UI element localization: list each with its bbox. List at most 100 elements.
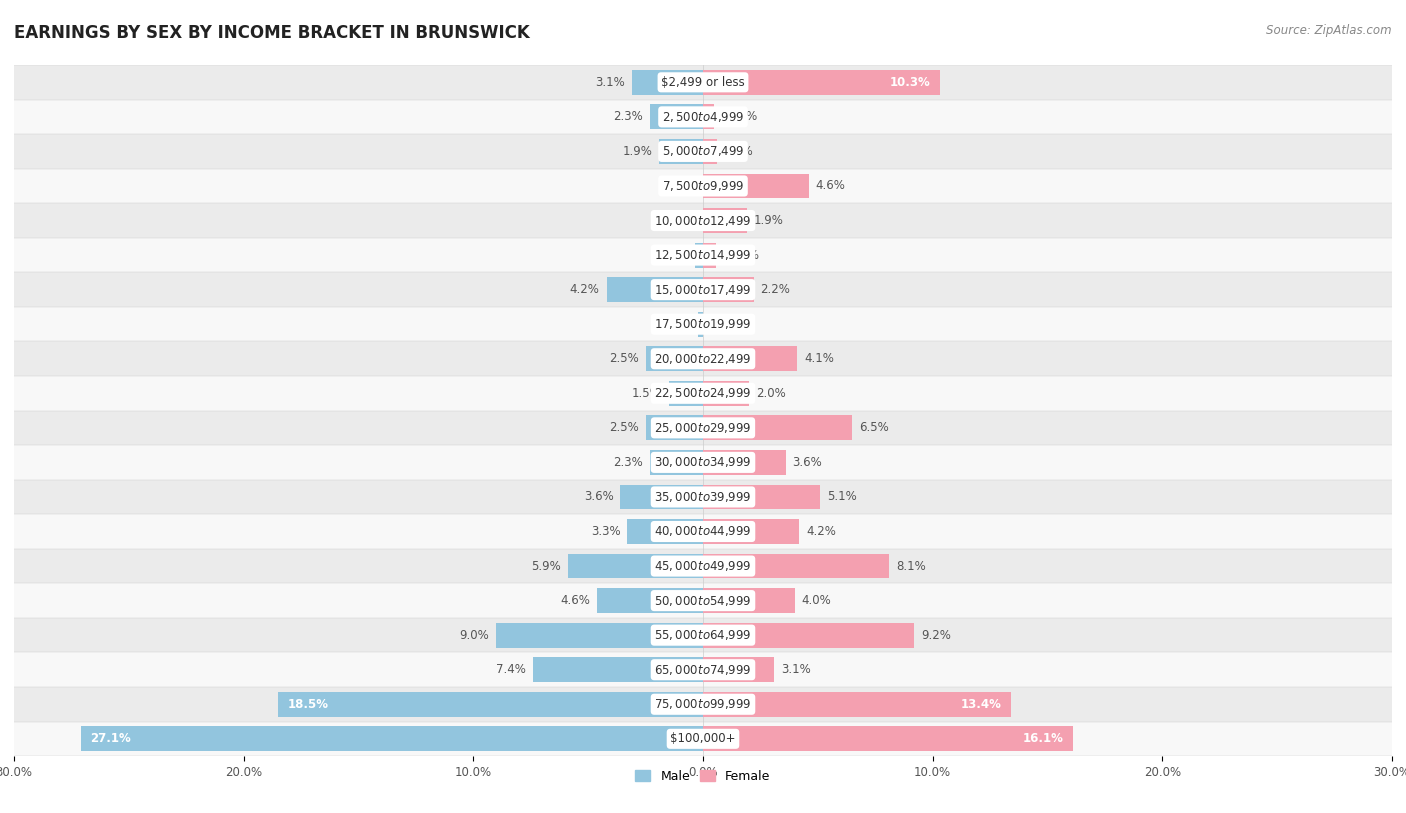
Bar bbox=[14, 307, 1392, 341]
Text: 2.5%: 2.5% bbox=[609, 421, 638, 434]
Bar bbox=[80, 726, 703, 751]
Bar bbox=[645, 415, 703, 441]
Text: $100,000+: $100,000+ bbox=[671, 733, 735, 746]
Bar bbox=[14, 652, 1392, 687]
Text: 3.1%: 3.1% bbox=[782, 663, 811, 676]
Bar bbox=[14, 99, 1392, 134]
Text: $40,000 to $44,999: $40,000 to $44,999 bbox=[654, 524, 752, 538]
Bar bbox=[703, 104, 714, 129]
Bar bbox=[620, 485, 703, 510]
Text: $2,500 to $4,999: $2,500 to $4,999 bbox=[662, 110, 744, 124]
Text: Source: ZipAtlas.com: Source: ZipAtlas.com bbox=[1267, 24, 1392, 37]
Bar bbox=[703, 415, 852, 441]
Text: $7,500 to $9,999: $7,500 to $9,999 bbox=[662, 179, 744, 193]
Bar bbox=[14, 65, 1392, 99]
Text: $20,000 to $22,499: $20,000 to $22,499 bbox=[654, 352, 752, 366]
Bar bbox=[703, 277, 754, 302]
Text: 4.6%: 4.6% bbox=[561, 594, 591, 607]
Text: 1.9%: 1.9% bbox=[754, 214, 783, 227]
Bar bbox=[703, 346, 797, 372]
Bar bbox=[703, 173, 808, 198]
Text: $10,000 to $12,499: $10,000 to $12,499 bbox=[654, 214, 752, 228]
Text: $30,000 to $34,999: $30,000 to $34,999 bbox=[654, 455, 752, 469]
Text: 27.1%: 27.1% bbox=[90, 733, 131, 746]
Text: 3.6%: 3.6% bbox=[793, 456, 823, 469]
Text: 3.1%: 3.1% bbox=[595, 76, 624, 89]
Bar bbox=[650, 104, 703, 129]
Text: $75,000 to $99,999: $75,000 to $99,999 bbox=[654, 698, 752, 711]
Text: 4.1%: 4.1% bbox=[804, 352, 834, 365]
Text: 4.6%: 4.6% bbox=[815, 180, 845, 193]
Text: 4.2%: 4.2% bbox=[807, 525, 837, 538]
Text: $12,500 to $14,999: $12,500 to $14,999 bbox=[654, 248, 752, 262]
Text: 13.4%: 13.4% bbox=[960, 698, 1001, 711]
Text: 6.5%: 6.5% bbox=[859, 421, 889, 434]
Bar bbox=[703, 726, 1073, 751]
Text: $35,000 to $39,999: $35,000 to $39,999 bbox=[654, 490, 752, 504]
Text: 0.46%: 0.46% bbox=[720, 111, 758, 124]
Text: 16.1%: 16.1% bbox=[1022, 733, 1063, 746]
Bar bbox=[645, 346, 703, 372]
Bar bbox=[598, 588, 703, 613]
Text: 0.0%: 0.0% bbox=[710, 318, 740, 331]
Text: 1.9%: 1.9% bbox=[623, 145, 652, 158]
Bar bbox=[568, 554, 703, 579]
Text: 0.55%: 0.55% bbox=[723, 249, 759, 262]
Text: 18.5%: 18.5% bbox=[287, 698, 329, 711]
Bar bbox=[14, 687, 1392, 722]
Text: 8.1%: 8.1% bbox=[896, 559, 925, 572]
Text: $17,500 to $19,999: $17,500 to $19,999 bbox=[654, 317, 752, 331]
Bar bbox=[14, 722, 1392, 756]
Text: $50,000 to $54,999: $50,000 to $54,999 bbox=[654, 593, 752, 607]
Bar bbox=[14, 618, 1392, 652]
Bar bbox=[703, 692, 1011, 717]
Legend: Male, Female: Male, Female bbox=[630, 765, 776, 788]
Text: 1.5%: 1.5% bbox=[631, 387, 662, 400]
Text: 2.5%: 2.5% bbox=[609, 352, 638, 365]
Bar bbox=[496, 623, 703, 648]
Bar bbox=[14, 446, 1392, 480]
Bar bbox=[627, 519, 703, 544]
Bar bbox=[14, 134, 1392, 169]
Bar bbox=[606, 277, 703, 302]
Bar bbox=[278, 692, 703, 717]
Bar bbox=[533, 657, 703, 682]
Bar bbox=[14, 515, 1392, 549]
Bar bbox=[695, 242, 703, 267]
Text: 2.0%: 2.0% bbox=[756, 387, 786, 400]
Bar bbox=[631, 70, 703, 95]
Text: 4.0%: 4.0% bbox=[801, 594, 831, 607]
Text: $5,000 to $7,499: $5,000 to $7,499 bbox=[662, 145, 744, 159]
Bar bbox=[703, 450, 786, 475]
Bar bbox=[703, 139, 717, 164]
Bar bbox=[699, 311, 703, 337]
Text: 9.2%: 9.2% bbox=[921, 628, 950, 641]
Text: 0.6%: 0.6% bbox=[724, 145, 754, 158]
Text: EARNINGS BY SEX BY INCOME BRACKET IN BRUNSWICK: EARNINGS BY SEX BY INCOME BRACKET IN BRU… bbox=[14, 24, 530, 42]
Bar bbox=[659, 139, 703, 164]
Bar bbox=[703, 485, 820, 510]
Text: 2.3%: 2.3% bbox=[613, 456, 644, 469]
Text: 5.9%: 5.9% bbox=[531, 559, 561, 572]
Text: 5.1%: 5.1% bbox=[827, 490, 856, 503]
Text: 0.0%: 0.0% bbox=[666, 180, 696, 193]
Bar bbox=[14, 272, 1392, 307]
Text: 0.2%: 0.2% bbox=[662, 318, 692, 331]
Bar bbox=[703, 242, 716, 267]
Bar bbox=[14, 480, 1392, 515]
Text: 3.3%: 3.3% bbox=[591, 525, 620, 538]
Bar bbox=[669, 380, 703, 406]
Bar bbox=[703, 70, 939, 95]
Bar bbox=[14, 341, 1392, 376]
Text: 7.4%: 7.4% bbox=[496, 663, 526, 676]
Bar bbox=[703, 380, 749, 406]
Text: $65,000 to $74,999: $65,000 to $74,999 bbox=[654, 663, 752, 676]
Bar bbox=[14, 584, 1392, 618]
Bar bbox=[14, 376, 1392, 411]
Bar bbox=[650, 450, 703, 475]
Text: $15,000 to $17,499: $15,000 to $17,499 bbox=[654, 283, 752, 297]
Text: 3.6%: 3.6% bbox=[583, 490, 613, 503]
Bar bbox=[703, 208, 747, 233]
Text: $55,000 to $64,999: $55,000 to $64,999 bbox=[654, 628, 752, 642]
Text: 9.0%: 9.0% bbox=[460, 628, 489, 641]
